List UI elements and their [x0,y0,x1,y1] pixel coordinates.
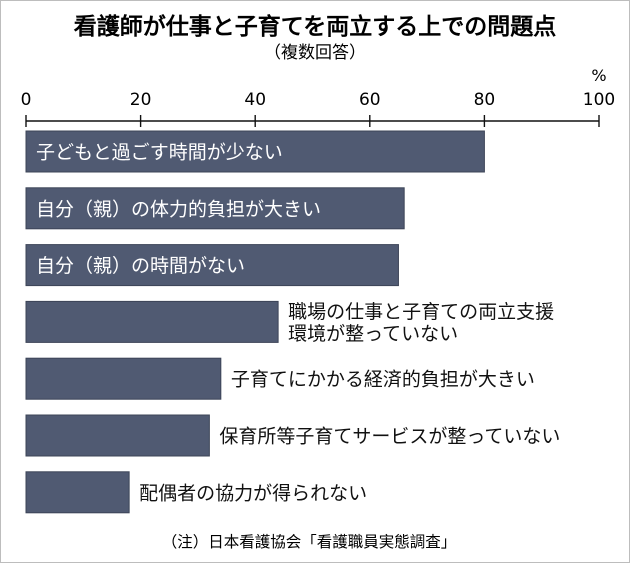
bar [25,130,485,173]
bar [25,187,405,230]
bar [25,414,210,457]
x-tick-label: 80 [474,90,496,110]
source-note: （注）日本看護協会「看護職員実態調査」 [162,533,457,551]
category-label: 自分（親）の時間がない [36,255,245,277]
x-tick-label: 20 [130,90,152,110]
bar [25,244,399,287]
chart-title: 看護師が仕事と子育てを両立する上での問題点 [74,13,557,40]
category-label: 環境が整っていない [288,323,458,345]
category-label: 子どもと過ごす時間が少ない [36,142,283,164]
bars: 子どもと過ごす時間が少ない自分（親）の体力的負担が大きい自分（親）の時間がない職… [25,130,560,514]
category-label: 配偶者の協力が得られない [139,482,367,504]
x-tick-label: 60 [359,90,381,110]
x-tick-label: 100 [583,90,615,110]
chart-subtitle: （複数回答） [264,43,366,63]
bar [25,471,130,514]
x-tick-label: 0 [21,90,32,110]
x-tick-label: 40 [244,90,266,110]
bar [25,300,279,343]
category-label: 子育てにかかる経済的負担が大きい [231,369,535,391]
unit-label: % [591,66,606,85]
category-label: 保育所等子育てサービスが整っていない [219,426,560,448]
bar [25,357,222,400]
category-label: 自分（親）の体力的負担が大きい [36,198,321,220]
category-label: 職場の仕事と子育ての両立支援 [288,301,554,323]
